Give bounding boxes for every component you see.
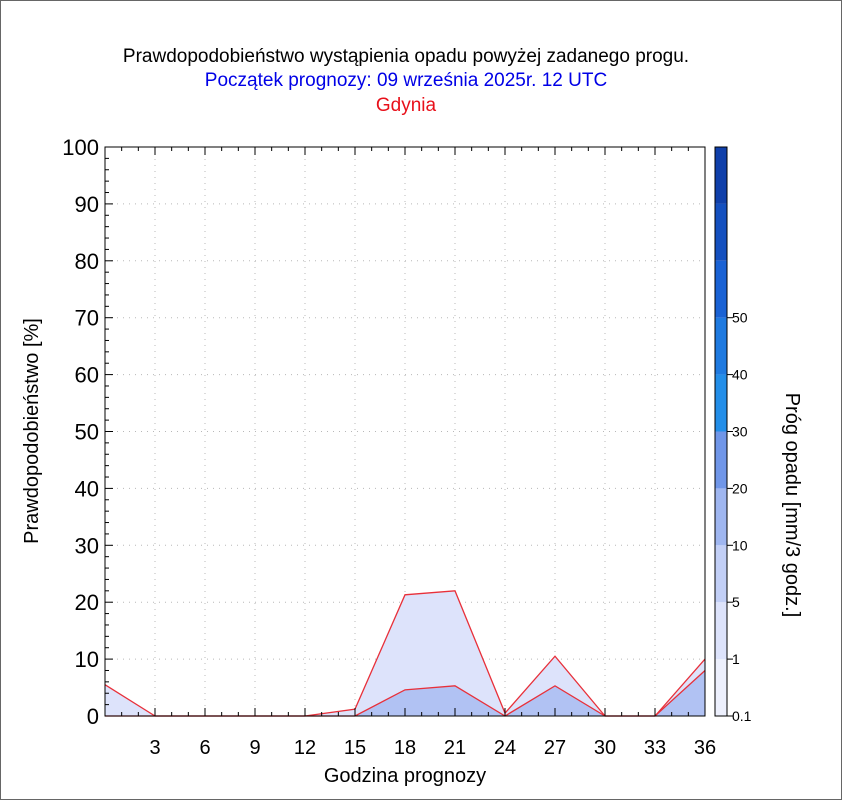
x-axis-label: Godzina prognozy <box>324 765 486 787</box>
y-tick-label: 90 <box>75 192 99 217</box>
y-tick-label: 70 <box>75 306 99 331</box>
y-tick-label: 20 <box>75 590 99 615</box>
chart-location: Gdynia <box>376 95 437 116</box>
plot-areas <box>104 590 706 717</box>
colorbar-segment <box>715 602 727 660</box>
colorbar-segment <box>715 659 727 716</box>
colorbar-tick-label: 40 <box>732 367 748 383</box>
colorbar-ticks: 0.1 1 5 10 20 30 40 50 <box>727 310 752 724</box>
colorbar-segment <box>715 488 727 546</box>
x-tick-label: 30 <box>594 737 616 759</box>
colorbar-tick-label: 20 <box>732 480 748 496</box>
x-tick-label: 21 <box>444 737 466 759</box>
y-tick-label: 30 <box>75 533 99 558</box>
x-tick-label: 27 <box>544 737 566 759</box>
colorbar-segment <box>715 374 727 432</box>
x-tick-label: 6 <box>199 737 210 759</box>
colorbar <box>715 147 727 716</box>
colorbar-tick-label: 1 <box>732 651 740 667</box>
x-tick-label: 9 <box>249 737 260 759</box>
colorbar-segment <box>715 431 727 489</box>
colorbar-tick-label: 10 <box>732 537 748 553</box>
x-tick-label: 36 <box>694 737 716 759</box>
y-tick-label: 80 <box>75 249 99 274</box>
y-tick-label: 0 <box>87 704 99 729</box>
colorbar-segment <box>715 203 727 261</box>
colorbar-segment <box>715 317 727 375</box>
x-tick-label: 18 <box>394 737 416 759</box>
chart-subtitle: Początek prognozy: 09 września 2025r. 12… <box>205 70 607 91</box>
colorbar-segment <box>715 260 727 318</box>
colorbar-segment <box>715 147 727 204</box>
x-tick-label: 33 <box>644 737 666 759</box>
area-threshold-1 <box>105 670 705 716</box>
x-tick-label: 12 <box>294 737 316 759</box>
y-tick-label: 10 <box>75 647 99 672</box>
y-tick-label: 100 <box>62 135 99 160</box>
x-tick-labels: 3 6 9 12 15 18 21 24 27 30 33 36 <box>149 737 716 759</box>
x-tick-label: 3 <box>149 737 160 759</box>
y-axis-label: Prawdopodobieństwo [%] <box>21 318 43 544</box>
y-tick-label: 50 <box>75 420 99 445</box>
colorbar-segment <box>715 545 727 603</box>
x-tick-label: 24 <box>494 737 516 759</box>
colorbar-tick-label: 50 <box>732 310 748 326</box>
y-tick-labels: 0 10 20 30 40 50 60 70 80 90 100 <box>62 135 99 729</box>
y-tick-label: 60 <box>75 363 99 388</box>
chart-title: Prawdopodobieństwo wystąpienia opadu pow… <box>123 46 689 67</box>
colorbar-tick-label: 0.1 <box>732 708 752 724</box>
colorbar-tick-label: 5 <box>732 594 740 610</box>
colorbar-tick-label: 30 <box>732 424 748 440</box>
plot-border <box>104 146 706 717</box>
area-threshold-0.1 <box>105 590 705 716</box>
y-tick-label: 40 <box>75 476 99 501</box>
x-tick-label: 15 <box>344 737 366 759</box>
colorbar-label: Próg opadu [mm/3 godz.] <box>781 393 803 618</box>
